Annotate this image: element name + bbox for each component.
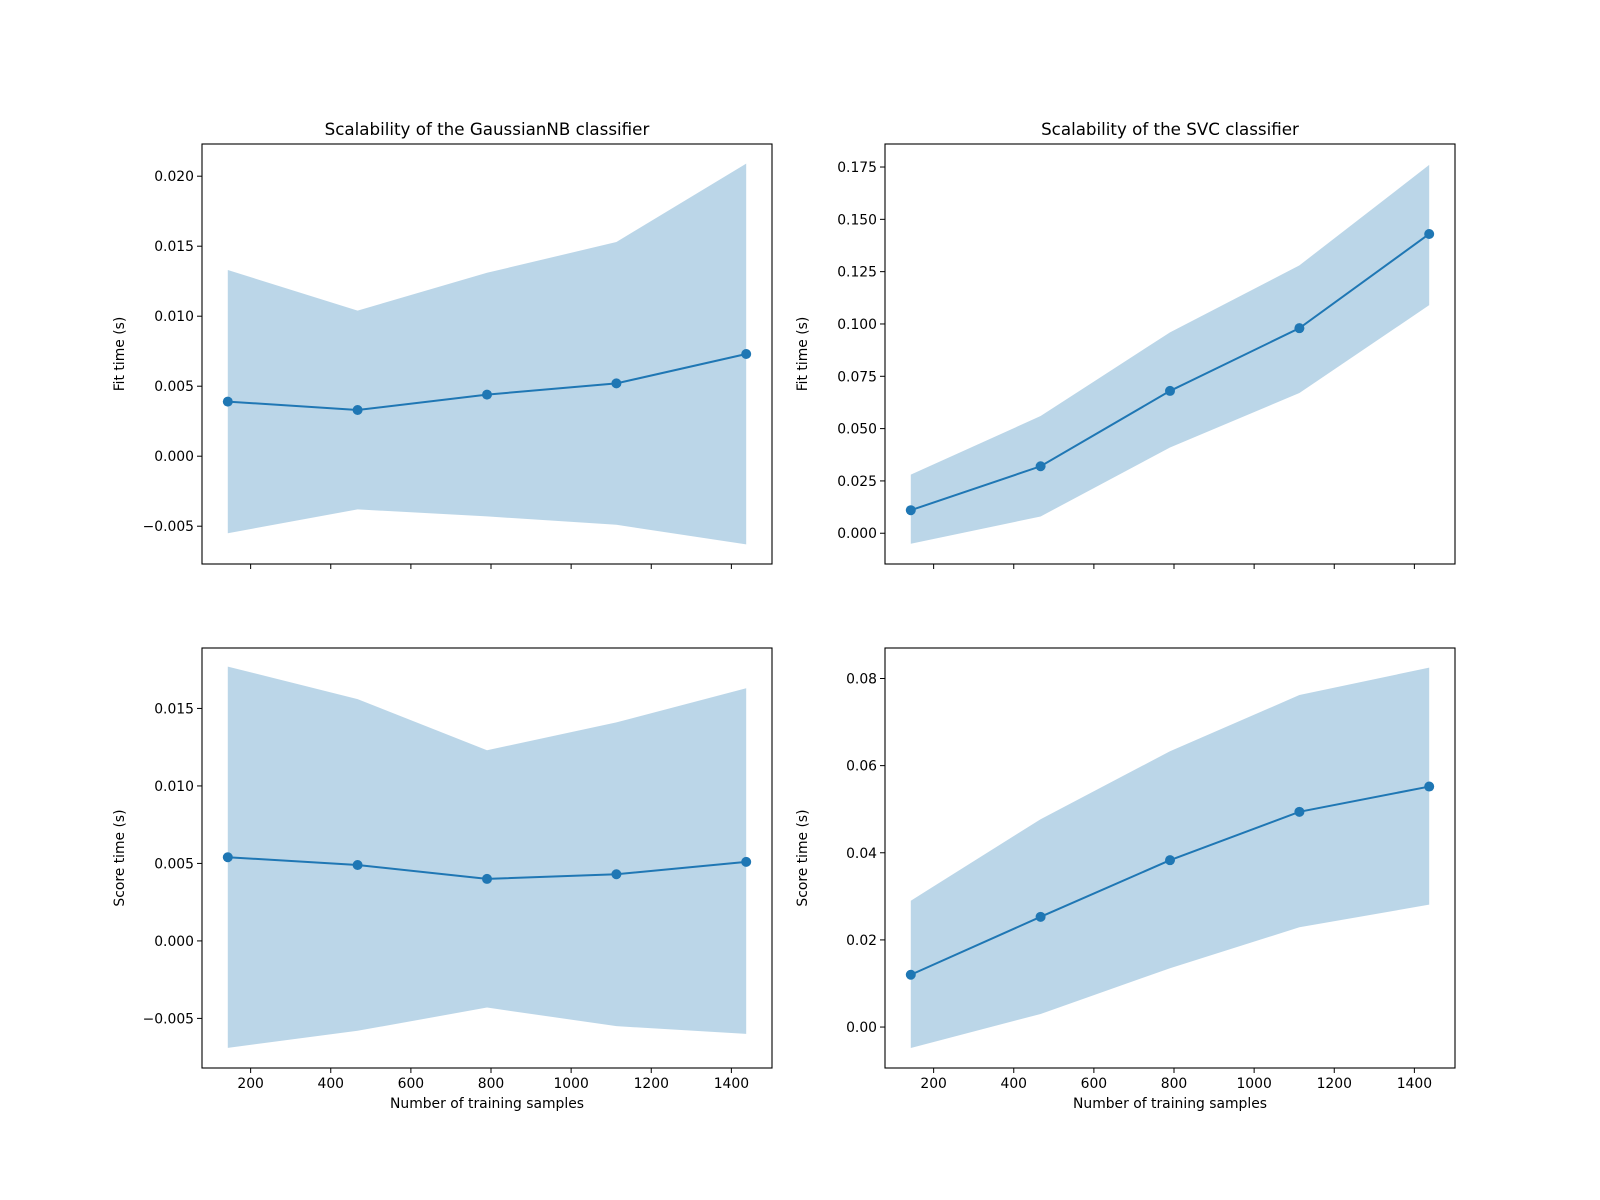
x-tick-label: 1200 — [634, 1076, 669, 1092]
data-point — [1035, 461, 1046, 472]
data-point — [352, 405, 363, 415]
x-tick-label: 600 — [1081, 1076, 1108, 1092]
data-point — [482, 873, 492, 884]
axes-frame — [884, 143, 1456, 565]
y-tick-label: 0.075 — [837, 369, 877, 385]
x-axis-label: Number of training samples — [390, 1096, 584, 1112]
y-tick-label: 0.020 — [154, 169, 194, 185]
y-axis-label: Fit time (s) — [112, 317, 128, 392]
data-point — [741, 856, 752, 867]
axes-frame — [201, 647, 773, 1069]
data-point — [1165, 385, 1175, 396]
y-tick-label: 0.000 — [154, 449, 194, 465]
data-point — [611, 378, 622, 389]
subplot-1: −0.005 0.000 0.005 0.010 0.015 0.020 Scalabili… — [112, 119, 773, 569]
y-tick-label: 0.08 — [846, 671, 877, 687]
y-axis-label: Fit time (s) — [795, 317, 811, 392]
y-tick-label: 0.100 — [837, 317, 877, 333]
x-tick-label: 800 — [1161, 1076, 1188, 1092]
y-tick-label: 0.015 — [154, 239, 194, 255]
y-tick-label: 0.06 — [846, 759, 877, 775]
x-tick-label: 1200 — [1317, 1076, 1352, 1092]
y-axis-label: Score time (s) — [112, 809, 128, 906]
y-tick-label: −0.005 — [143, 1011, 194, 1027]
axes-frame — [201, 143, 773, 565]
data-point — [1424, 781, 1435, 792]
data-point — [352, 859, 363, 870]
y-tick-label: 0.000 — [837, 526, 877, 542]
x-tick-label: 200 — [920, 1076, 947, 1092]
x-tick-label: 200 — [237, 1076, 264, 1092]
y-tick-label: 0.015 — [154, 701, 194, 717]
std-band — [910, 164, 1430, 544]
x-tick-label: 1400 — [714, 1076, 749, 1092]
y-tick-label: −0.005 — [143, 519, 194, 535]
data-point — [905, 969, 916, 980]
data-point — [905, 505, 916, 516]
data-point — [482, 389, 492, 400]
std-band — [227, 666, 747, 1048]
data-point — [222, 852, 233, 863]
y-tick-label: 0.00 — [846, 1020, 877, 1036]
subplot-title: Scalability of the SVC classifier — [1041, 119, 1299, 139]
x-tick-label: 800 — [478, 1076, 505, 1092]
data-point — [1035, 911, 1046, 922]
data-point — [1294, 806, 1305, 817]
y-tick-label: 0.04 — [846, 846, 877, 862]
y-tick-label: 0.125 — [837, 265, 877, 281]
y-tick-label: 0.000 — [154, 934, 194, 950]
y-tick-label: 0.005 — [154, 379, 194, 395]
y-tick-label: 0.150 — [837, 212, 877, 228]
y-tick-label: 0.02 — [846, 933, 877, 949]
subplot-2: 0.000 0.025 0.050 0.075 0.100 0.125 0.150 0.175… — [795, 119, 1456, 569]
data-point — [1294, 323, 1305, 334]
x-tick-label: 400 — [318, 1076, 345, 1092]
subplot-3: 200 400 600 800 1000 1200 1400 −0.005 0.000 0.005… — [112, 647, 773, 1112]
y-tick-label: 0.005 — [154, 856, 194, 872]
y-axis-label: Score time (s) — [795, 809, 811, 906]
data-point — [1165, 855, 1175, 866]
subplot-title: Scalability of the GaussianNB classifier — [325, 119, 650, 139]
axes-frame — [884, 647, 1456, 1069]
data-point — [1424, 228, 1435, 239]
x-tick-label: 1400 — [1397, 1076, 1432, 1092]
x-tick-label: 1000 — [553, 1076, 588, 1092]
subplot-4: 200 400 600 800 1000 1200 1400 0.00 0.02 0.04 0.06… — [795, 647, 1456, 1112]
data-point — [611, 869, 622, 880]
x-tick-label: 400 — [1001, 1076, 1028, 1092]
y-tick-label: 0.010 — [154, 779, 194, 795]
data-point — [741, 349, 752, 359]
y-tick-label: 0.025 — [837, 474, 877, 490]
x-tick-label: 1000 — [1236, 1076, 1271, 1092]
y-tick-label: 0.050 — [837, 422, 877, 438]
x-axis-label: Number of training samples — [1073, 1096, 1267, 1112]
data-point — [222, 396, 233, 407]
std-band — [227, 163, 747, 545]
x-tick-label: 600 — [398, 1076, 425, 1092]
y-tick-label: 0.175 — [837, 160, 877, 176]
y-tick-label: 0.010 — [154, 309, 194, 325]
